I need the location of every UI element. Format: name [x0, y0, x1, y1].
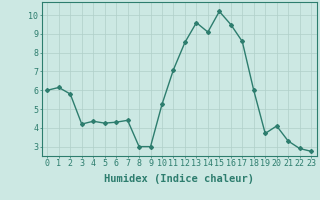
X-axis label: Humidex (Indice chaleur): Humidex (Indice chaleur): [104, 174, 254, 184]
